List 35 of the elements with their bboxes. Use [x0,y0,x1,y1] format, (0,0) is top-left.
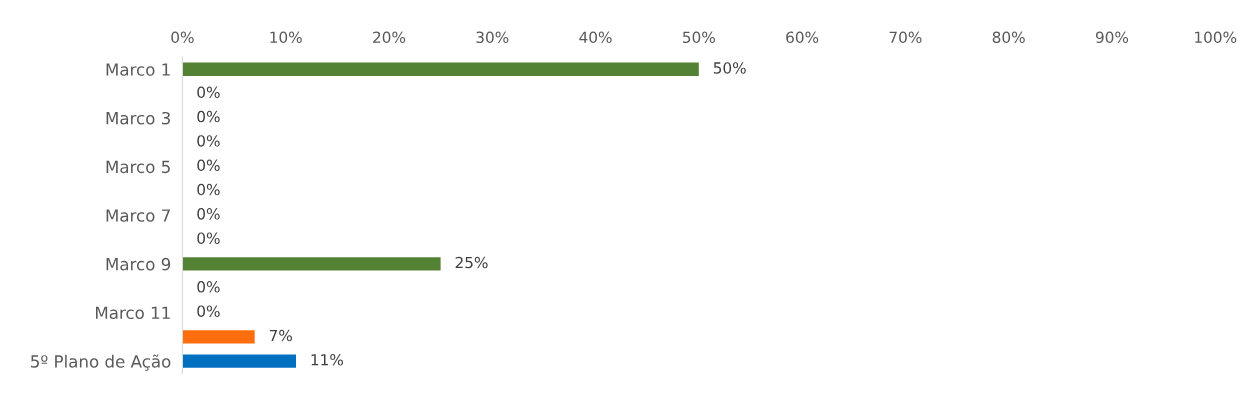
x-tick-label: 90% [1095,31,1129,44]
data-label: 0% [197,208,220,220]
y-tick-label: Marco 11 [96,306,170,320]
x-tick-label: 50% [683,31,715,44]
data-label: 0% [197,305,220,317]
data-label: 0% [197,159,220,172]
x-tick-label: 80% [992,31,1025,44]
data-label: 0% [197,232,220,244]
x-tick-label: 30% [476,31,509,44]
data-label: 0% [197,183,220,196]
y-tick-label: 5º Plano de Ação [31,354,171,371]
data-label: 11% [311,354,344,366]
bar [182,257,441,271]
bar [182,330,255,344]
data-label: 0% [197,281,220,293]
data-label: 0% [197,135,220,147]
data-label: 50% [713,62,746,74]
x-tick-label: 100% [1195,31,1237,44]
data-label: 7% [269,329,292,342]
y-tick-label: Marco 7 [106,209,170,222]
y-tick-label: Marco 3 [106,111,170,125]
data-label: 0% [197,110,220,123]
x-tick-label: 0% [171,31,194,44]
data-label: 0% [197,86,220,99]
data-label: 25% [455,256,488,269]
x-tick-label: 40% [579,31,612,44]
y-tick-label: Marco 1 [106,63,170,76]
y-tick-label: Marco 9 [106,257,171,271]
bar [182,62,699,76]
bar [182,354,297,368]
y-tick-label: Marco 5 [106,160,170,174]
x-tick-label: 20% [373,31,406,44]
x-tick-label: 70% [889,31,922,44]
x-tick-label: 10% [270,31,302,44]
x-tick-label: 60% [786,31,819,44]
